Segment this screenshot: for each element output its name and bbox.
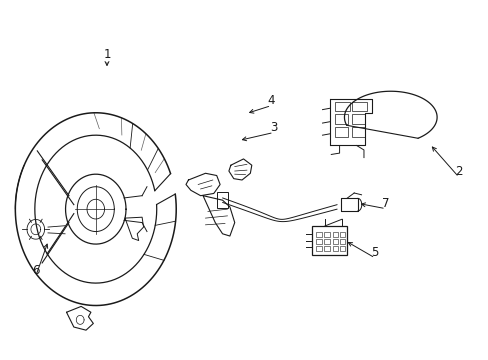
Bar — [339, 239, 344, 244]
Bar — [334, 114, 347, 124]
Bar — [332, 232, 337, 237]
Bar — [351, 114, 365, 124]
Bar — [351, 127, 365, 136]
Bar — [312, 226, 346, 255]
Bar — [316, 239, 321, 244]
Bar — [332, 239, 337, 244]
Text: 7: 7 — [382, 197, 389, 210]
Bar — [339, 232, 344, 237]
Text: 4: 4 — [267, 94, 275, 107]
Bar — [339, 246, 344, 251]
Bar — [334, 102, 349, 111]
Bar — [334, 127, 347, 136]
Text: 2: 2 — [454, 166, 462, 179]
Bar — [316, 246, 321, 251]
Bar — [324, 232, 329, 237]
Bar — [216, 192, 228, 208]
Text: 1: 1 — [103, 48, 110, 61]
Bar — [332, 246, 337, 251]
Bar — [324, 246, 329, 251]
Bar — [316, 232, 321, 237]
Text: 6: 6 — [32, 264, 40, 277]
Bar — [351, 102, 366, 111]
Bar — [324, 239, 329, 244]
Text: 3: 3 — [269, 121, 277, 134]
Text: 5: 5 — [371, 246, 378, 259]
